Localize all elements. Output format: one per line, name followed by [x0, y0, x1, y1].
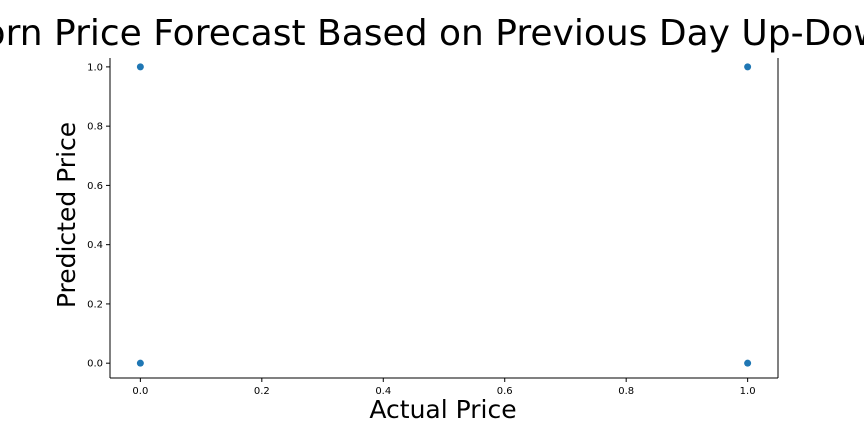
x-tick-label: 1.0: [740, 386, 756, 397]
data-point: [136, 359, 144, 367]
x-ticks: 0.0 0.2 0.4 0.6 0.8 1.0: [132, 378, 756, 397]
y-tick-label: 0.4: [87, 240, 103, 251]
y-ticks: 0.0 0.2 0.4 0.6 0.8 1.0: [87, 62, 110, 370]
data-points: [136, 63, 752, 367]
x-tick-label: 0.8: [618, 386, 634, 397]
x-tick-label: 0.2: [254, 386, 270, 397]
y-axis-label: Predicted Price: [52, 122, 81, 308]
data-point: [136, 63, 144, 71]
x-tick-label: 0.6: [497, 386, 513, 397]
x-tick-label: 0.0: [132, 386, 148, 397]
y-tick-label: 0.6: [87, 181, 103, 192]
data-point: [744, 359, 752, 367]
y-tick-label: 0.8: [87, 122, 103, 133]
y-tick-label: 0.0: [87, 359, 103, 370]
y-tick-label: 0.2: [87, 299, 103, 310]
y-tick-label: 1.0: [87, 62, 103, 73]
x-axis-label: Actual Price: [369, 395, 516, 424]
data-point: [744, 63, 752, 71]
x-tick-label: 0.4: [375, 386, 391, 397]
chart-title: Corn Price Forecast Based on Previous Da…: [0, 13, 864, 54]
plot-area: 0.0 0.2 0.4 0.6 0.8 1.0 0.0 0.2 0.4 0.6 0.8 1.0: [87, 58, 779, 397]
